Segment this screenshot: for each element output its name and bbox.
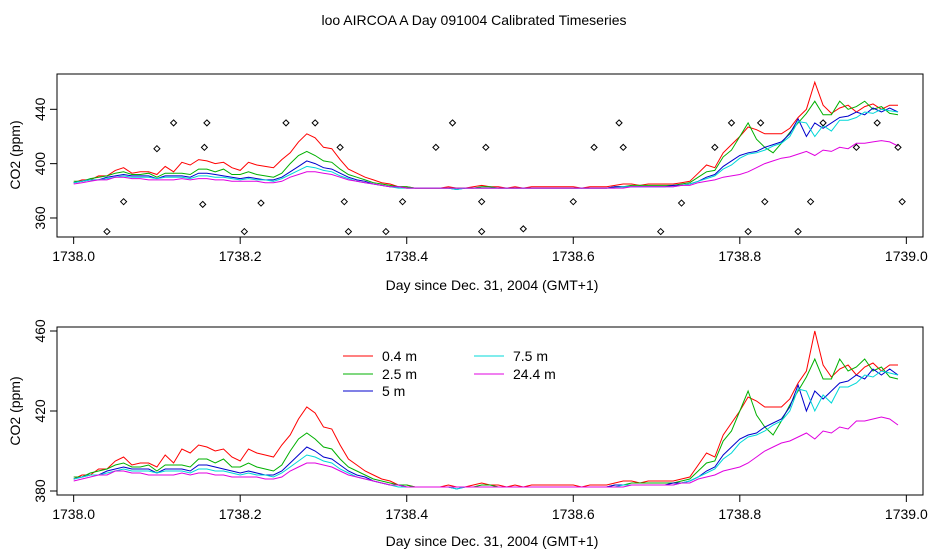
diamond-marker [199, 200, 207, 209]
top-y-axis-label: CO2 (ppm) [7, 120, 23, 189]
diamond-marker [477, 197, 486, 206]
diamond-marker [340, 197, 348, 206]
series-line-0-4-m [73, 80, 898, 189]
diamond-marker [873, 119, 881, 127]
diamond-marker [153, 145, 161, 153]
y-tick-label: 380 [32, 479, 48, 503]
diamond-marker [257, 199, 265, 207]
diamond-marker [169, 119, 178, 127]
diamond-marker [656, 227, 665, 236]
bottom-series-layer [73, 330, 899, 490]
diamond-marker [898, 197, 906, 206]
top-series-layer [73, 80, 899, 191]
figure-title: loo AIRCOA A Day 091004 Calibrated Times… [321, 12, 626, 28]
diamond-marker [794, 227, 802, 236]
diamond-marker [482, 143, 490, 152]
series-line-0-4-m [73, 330, 898, 488]
diamond-marker [200, 143, 209, 152]
y-tick-label: 420 [32, 399, 48, 423]
series-line-2-5-m [73, 357, 899, 488]
diamond-marker [727, 119, 736, 127]
bottom-panel: Day since Dec. 31, 2004 (GMT+1) CO2 (ppm… [7, 319, 928, 549]
legend-label: 0.4 m [382, 348, 417, 364]
diamond-marker [344, 227, 353, 236]
legend-label: 7.5 m [513, 348, 548, 364]
x-tick-label: 1739.0 [885, 506, 928, 522]
diamond-marker [382, 227, 390, 236]
diamond-marker [103, 227, 111, 236]
diamond-marker [519, 225, 528, 233]
bottom-y-axis-label: CO2 (ppm) [7, 376, 23, 445]
x-tick-label: 1738.6 [552, 248, 595, 264]
x-tick-label: 1738.8 [718, 248, 761, 264]
diamond-marker [819, 119, 827, 127]
y-tick-label: 400 [32, 152, 48, 176]
diamond-marker [282, 119, 290, 127]
diamond-marker [756, 119, 765, 127]
x-tick-label: 1739.0 [885, 248, 928, 264]
diamond-marker [432, 143, 440, 152]
series-line-7-5-m [73, 108, 899, 191]
diamond-marker [761, 197, 769, 206]
diamond-marker [398, 197, 407, 206]
bottom-axis-ticks: 1738.0 1738.2 1738.4 1738.6 1738.8 1739.0 380 4… [32, 319, 928, 522]
x-tick-label: 1738.4 [385, 506, 428, 522]
series-line-5-m [73, 107, 899, 191]
legend-label: 24.4 m [513, 366, 556, 382]
legend-label: 2.5 m [382, 366, 417, 382]
diamond-marker [744, 227, 752, 236]
top-axis-ticks: 1738.0 1738.2 1738.4 1738.6 1738.8 1739.0 360 4… [32, 97, 928, 264]
y-tick-label: 460 [32, 319, 48, 343]
diamond-marker [477, 227, 486, 236]
series-line-2-5-m [73, 100, 899, 189]
diamond-marker [677, 199, 686, 207]
legend: 0.4 m 2.5 m5 m 7.5 m 24.4 m [343, 348, 556, 399]
top-x-axis-label: Day since Dec. 31, 2004 (GMT+1) [386, 277, 599, 293]
x-tick-label: 1738.8 [718, 506, 761, 522]
series-line-24-4-m [73, 416, 899, 488]
diamond-marker [336, 143, 344, 152]
y-tick-label: 440 [32, 97, 48, 121]
top-marker-layer [103, 119, 906, 236]
series-line-24-4-m [73, 140, 899, 189]
diamond-marker [615, 119, 623, 127]
series-line-5-m [73, 368, 899, 490]
diamond-marker [311, 119, 319, 127]
top-panel: Day since Dec. 31, 2004 (GMT+1) CO2 (ppm… [7, 73, 928, 293]
x-tick-label: 1738.4 [385, 248, 428, 264]
bottom-x-axis-label: Day since Dec. 31, 2004 (GMT+1) [386, 533, 599, 549]
diamond-marker [619, 143, 627, 152]
diamond-marker [711, 143, 719, 152]
diamond-marker [448, 119, 457, 127]
diamond-marker [894, 143, 902, 152]
x-tick-label: 1738.2 [219, 506, 262, 522]
y-tick-label: 360 [32, 206, 48, 230]
diamond-marker [852, 143, 861, 152]
diamond-marker [203, 119, 211, 127]
x-tick-label: 1738.2 [219, 248, 262, 264]
top-plot-frame [56, 73, 924, 238]
x-tick-label: 1738.0 [52, 506, 95, 522]
diamond-marker [590, 143, 598, 152]
x-tick-label: 1738.6 [552, 506, 595, 522]
diamond-marker [806, 197, 815, 206]
legend-label: 5 m [382, 383, 405, 399]
diamond-marker [569, 197, 577, 206]
diamond-marker [119, 197, 128, 206]
x-tick-label: 1738.0 [52, 248, 95, 264]
diamond-marker [240, 227, 249, 236]
series-line-7-5-m [73, 370, 899, 490]
